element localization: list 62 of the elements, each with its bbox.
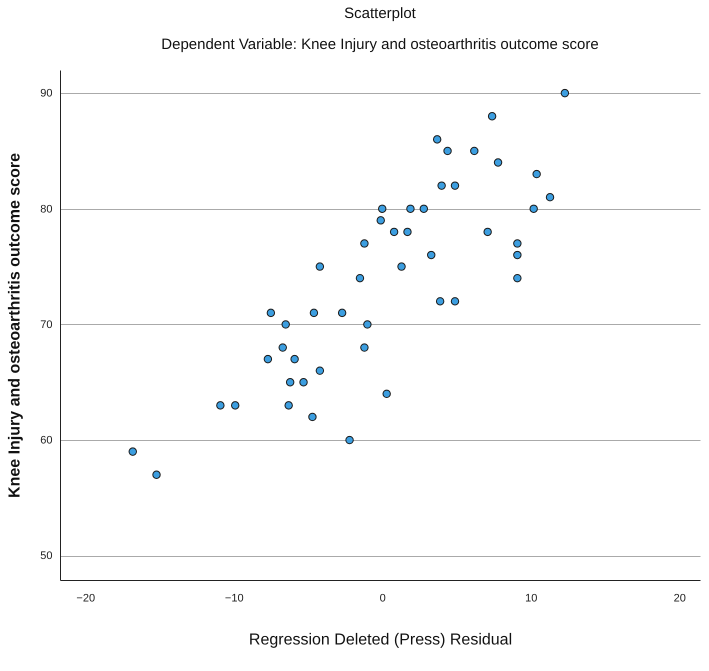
point bbox=[382, 390, 391, 398]
point bbox=[310, 308, 318, 318]
point bbox=[406, 204, 415, 213]
x-tick-label: −10 bbox=[224, 592, 244, 604]
point bbox=[450, 181, 460, 190]
point bbox=[290, 354, 299, 364]
point bbox=[316, 262, 324, 271]
point bbox=[560, 88, 570, 98]
point bbox=[397, 262, 406, 271]
x-tick-label: −20 bbox=[76, 592, 96, 604]
point bbox=[284, 401, 293, 410]
y-tick-label: 70 bbox=[40, 318, 52, 331]
point bbox=[532, 170, 541, 178]
point bbox=[338, 308, 346, 318]
point bbox=[494, 158, 502, 167]
point bbox=[356, 274, 364, 282]
point bbox=[299, 378, 308, 386]
x-tick-label: 20 bbox=[674, 592, 686, 604]
point bbox=[513, 250, 522, 260]
point bbox=[266, 308, 276, 318]
point bbox=[360, 343, 369, 352]
y-axis-title: Knee Injury and osteoarthritis outcome score bbox=[6, 152, 24, 498]
point bbox=[216, 401, 225, 410]
point bbox=[529, 204, 538, 213]
chart-subtitle: Dependent Variable: Knee Injury and osteoarthritis outcome score bbox=[161, 36, 599, 53]
point bbox=[403, 228, 412, 236]
point bbox=[513, 274, 522, 282]
point bbox=[488, 112, 496, 120]
x-tick-label: 0 bbox=[380, 592, 386, 604]
point bbox=[282, 320, 290, 329]
point bbox=[308, 412, 317, 422]
point bbox=[437, 181, 446, 190]
point bbox=[436, 297, 444, 306]
point bbox=[450, 297, 460, 306]
point bbox=[360, 239, 369, 248]
point bbox=[363, 320, 372, 329]
point bbox=[432, 135, 442, 144]
point bbox=[378, 204, 386, 213]
y-tick-label: 50 bbox=[40, 550, 52, 562]
point bbox=[546, 193, 554, 202]
x-tick-label: 10 bbox=[525, 592, 538, 604]
point bbox=[316, 366, 324, 375]
point bbox=[264, 354, 272, 364]
point bbox=[420, 204, 428, 213]
chart-title: Scatterplot bbox=[344, 5, 417, 22]
point bbox=[286, 378, 294, 386]
point bbox=[278, 343, 287, 352]
y-tick-label: 60 bbox=[40, 434, 52, 447]
y-tick-label: 80 bbox=[40, 203, 52, 216]
point bbox=[483, 228, 492, 236]
point bbox=[231, 401, 240, 410]
point bbox=[152, 470, 161, 479]
point bbox=[443, 146, 452, 156]
point bbox=[345, 436, 354, 444]
point bbox=[128, 447, 137, 456]
point bbox=[390, 228, 398, 236]
point bbox=[427, 250, 436, 260]
x-axis-title: Regression Deleted (Press) Residual bbox=[248, 632, 512, 648]
point bbox=[513, 239, 522, 248]
y-tick-label: 90 bbox=[40, 88, 52, 100]
point bbox=[470, 146, 478, 156]
point bbox=[376, 216, 385, 225]
